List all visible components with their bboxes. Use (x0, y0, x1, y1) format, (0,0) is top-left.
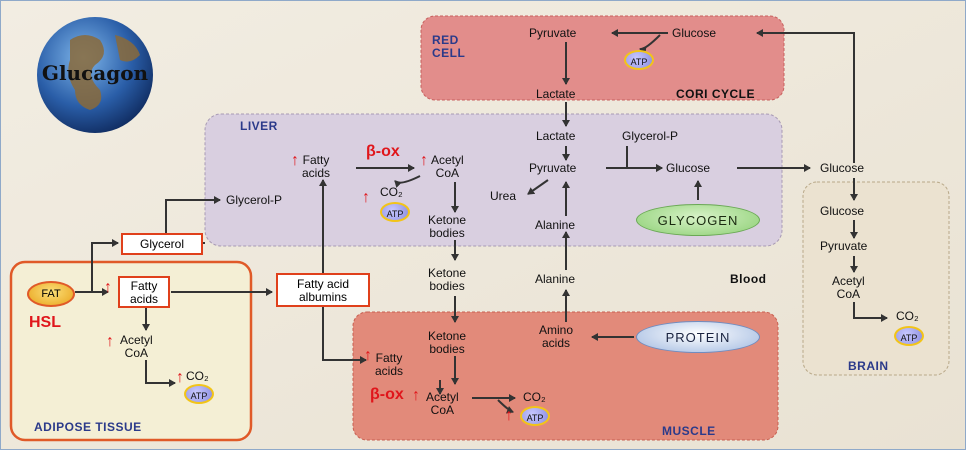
muscle-amino-acids: Amino acids (539, 323, 574, 350)
brain-atp-icon: ATP (894, 326, 924, 346)
muscle-acetyl-coa: Acetyl CoA (426, 390, 459, 417)
protein-ellipse: PROTEIN (636, 321, 760, 353)
muscle-atp-icon: ATP (520, 406, 550, 426)
muscle-fatty-up-arrow: ↑ (364, 347, 372, 364)
blood-alanine: Alanine (535, 272, 576, 286)
liver-fatty-acids: Fatty acids (302, 153, 331, 180)
adipose-acetyl-up-arrow: ↑ (106, 333, 114, 350)
red-cell-title: RED CELL (432, 33, 466, 60)
adipose-acetyl-coa: Acetyl CoA (120, 333, 153, 360)
blood-ketone-bodies: Ketone bodies (428, 266, 467, 293)
adipose-title: ADIPOSE TISSUE (34, 420, 142, 434)
liver-compartment (204, 113, 783, 247)
liver-pyruvate: Pyruvate (529, 161, 577, 175)
globe-label: Glucagon (41, 61, 149, 85)
adipose-fatty-acids-box: Fatty acids (118, 276, 170, 308)
liver-glucose: Glucose (666, 161, 711, 175)
liver-lactate: Lactate (536, 129, 576, 143)
liver-glycerol-p-top: Glycerol-P (622, 129, 679, 143)
red-cell-pyruvate: Pyruvate (529, 26, 577, 40)
blood-glucose: Glucose (820, 161, 865, 175)
liver-co2-up-arrow: ↑ (362, 189, 370, 206)
muscle-co2: CO₂ (523, 390, 546, 404)
brain-acetyl-coa: Acetyl CoA (832, 274, 865, 301)
fat-droplet: FAT (27, 281, 75, 307)
red-cell-atp-icon: ATP (624, 50, 654, 70)
liver-beta-ox: β-ox (366, 143, 400, 160)
liver-fatty-up-arrow: ↑ (291, 152, 299, 169)
liver-glycerol-p: Glycerol-P (226, 193, 283, 207)
glycogen-ellipse: GLYCOGEN (636, 204, 760, 236)
hsl-label: HSL (29, 314, 61, 331)
muscle-title: MUSCLE (662, 424, 716, 438)
adipose-atp-icon: ATP (184, 384, 214, 404)
liver-co2: CO₂ (380, 185, 403, 199)
brain-pyruvate: Pyruvate (820, 239, 868, 253)
blood-label: Blood (730, 272, 767, 286)
glycerol-box: Glycerol (121, 233, 203, 255)
adipose-fatty-up-arrow: ↑ (104, 279, 112, 296)
liver-ketone-bodies: Ketone bodies (428, 213, 467, 240)
liver-acetyl-coa: Acetyl CoA (431, 153, 464, 180)
fatty-acid-albumins-box: Fatty acid albumins (276, 273, 370, 307)
adipose-co2: CO₂ (186, 369, 209, 383)
brain-title: BRAIN (848, 359, 889, 373)
liver-alanine: Alanine (535, 218, 576, 232)
brain-glucose: Glucose (820, 204, 865, 218)
muscle-ketone-bodies: Ketone bodies (428, 329, 467, 356)
liver-title: LIVER (240, 119, 278, 133)
red-cell-glucose: Glucose (672, 26, 717, 40)
liver-urea: Urea (490, 189, 517, 203)
muscle-atp-up-arrow: ↑ (505, 407, 513, 424)
liver-atp-icon: ATP (380, 202, 410, 222)
cori-cycle-label: CORI CYCLE (676, 87, 756, 101)
muscle-beta-ox: β-ox (370, 386, 404, 403)
muscle-acetyl-up-arrow: ↑ (412, 387, 420, 404)
muscle-fatty-acids: Fatty acids (375, 351, 404, 378)
lactate-blood: Lactate (536, 87, 576, 101)
adipose-co2-up-arrow: ↑ (176, 369, 184, 386)
brain-co2: CO₂ (896, 309, 919, 323)
red-cell-compartment (420, 15, 785, 101)
liver-acetyl-up-arrow: ↑ (420, 152, 428, 169)
